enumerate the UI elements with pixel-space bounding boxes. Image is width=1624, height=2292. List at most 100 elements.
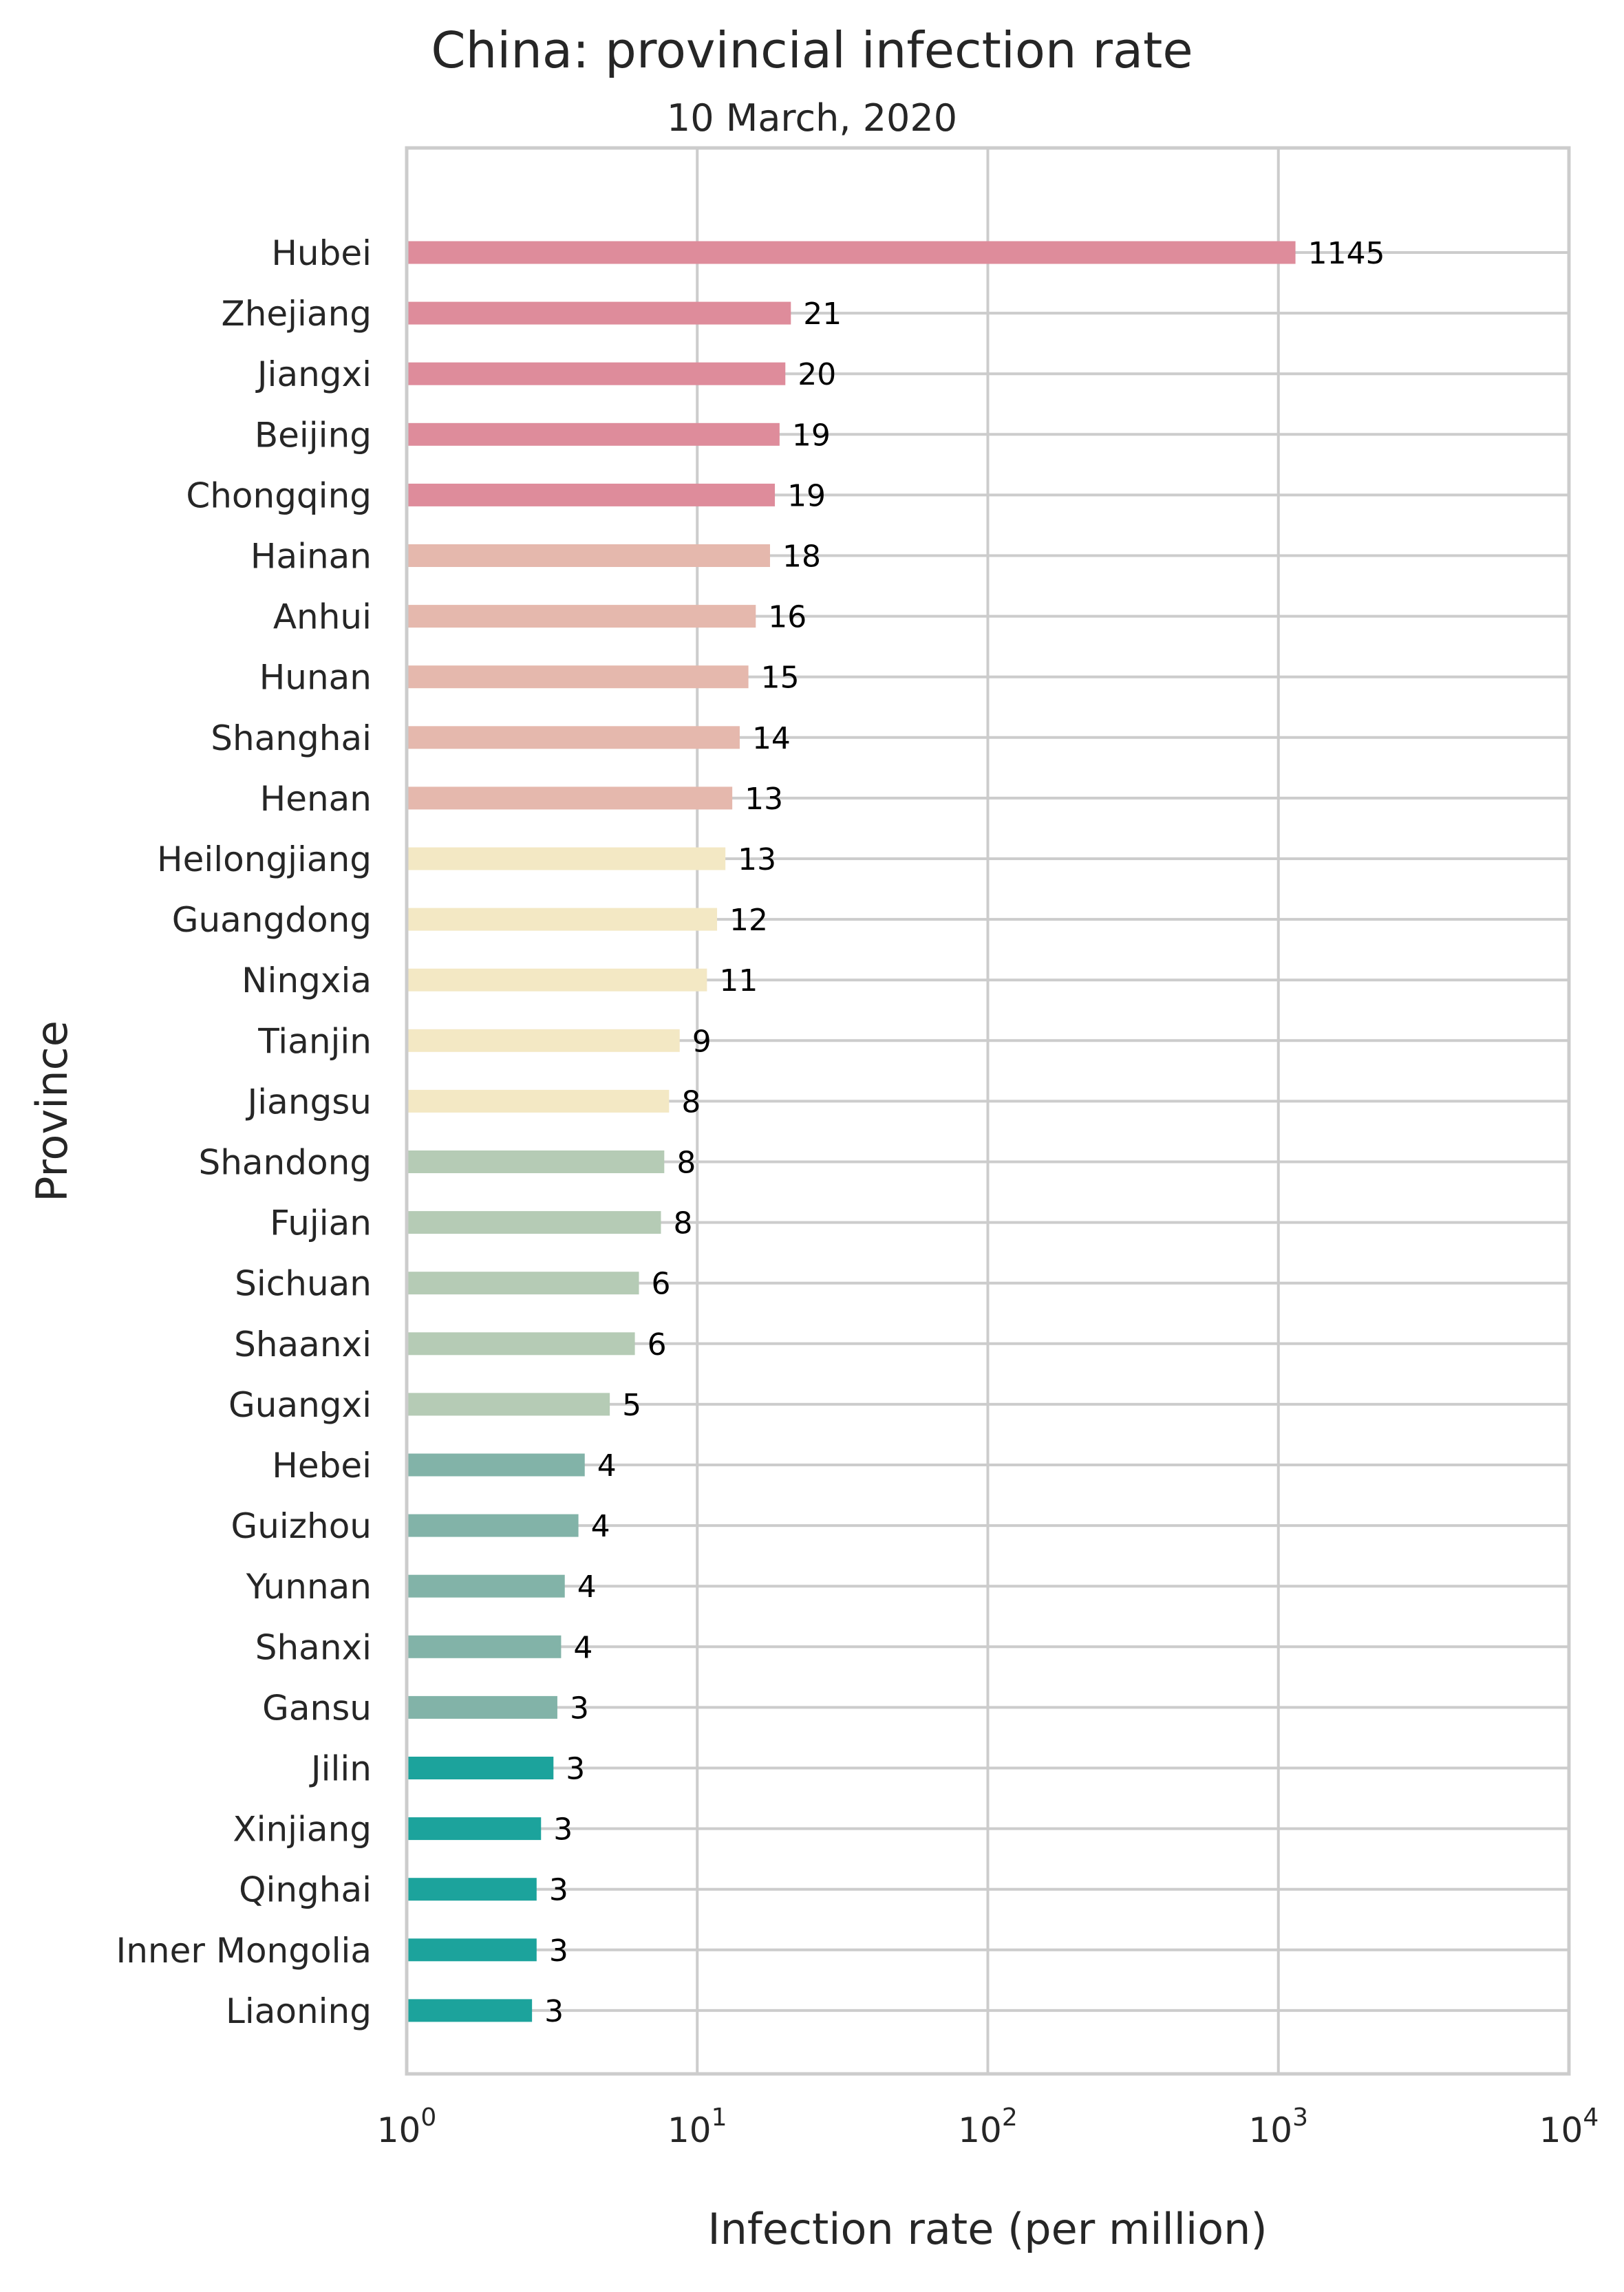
value-label: 18 [782, 539, 821, 575]
bar [407, 1514, 579, 1537]
plot-frame [405, 146, 1571, 2076]
x-tick-label: 103 [1248, 2103, 1308, 2150]
bar [407, 968, 707, 992]
bar [407, 605, 756, 628]
bar [407, 544, 770, 567]
value-label: 9 [692, 1024, 712, 1059]
value-label: 4 [591, 1509, 610, 1544]
value-label: 3 [553, 1812, 573, 1847]
y-tick-label: Hebei [272, 1446, 372, 1486]
value-label: 11 [719, 963, 758, 998]
bar [407, 1029, 680, 1052]
bar [407, 1272, 639, 1295]
value-label: 13 [738, 842, 776, 877]
value-label: 13 [745, 782, 783, 817]
bar [407, 1757, 554, 1779]
bar [407, 726, 740, 749]
value-label: 3 [549, 1934, 568, 1969]
value-label: 4 [597, 1448, 617, 1484]
x-axis-label: Infection rate (per million) [707, 2204, 1267, 2254]
y-tick-label: Jiangxi [255, 354, 372, 394]
y-tick-label: Guizhou [231, 1506, 372, 1546]
value-label: 19 [787, 478, 826, 513]
y-tick-label: Hubei [271, 233, 372, 273]
y-tick-label: Hainan [250, 537, 372, 577]
bar [407, 483, 776, 506]
bar [407, 1938, 537, 1962]
y-tick-labels: Hubei Zhejiang Jiangxi Beijing Chongqing Hain… [116, 233, 372, 2031]
y-tick-label: Shandong [198, 1143, 372, 1183]
x-tick-labels: 100 101 102 103 104 [377, 2103, 1599, 2150]
bar [407, 241, 1296, 264]
y-tick-label: Heilongjiang [157, 839, 372, 879]
y-tick-label: Hunan [259, 658, 372, 698]
bar [407, 1574, 565, 1598]
y-tick-label: Anhui [273, 597, 372, 637]
value-label: 4 [577, 1570, 597, 1605]
value-label: 14 [752, 721, 791, 756]
y-tick-label: Sichuan [235, 1264, 372, 1304]
bar [407, 1393, 610, 1416]
x-tick-label: 101 [667, 2103, 727, 2150]
y-tick-label: Shaanxi [234, 1325, 372, 1364]
value-label: 3 [549, 1873, 568, 1908]
chart-title: China: provincial infection rate [431, 21, 1193, 79]
value-label: 12 [729, 903, 768, 938]
y-tick-label: Chongqing [186, 475, 372, 515]
bar [407, 362, 786, 385]
bar [407, 422, 780, 446]
value-label: 3 [566, 1752, 585, 1787]
bar [407, 1332, 635, 1356]
bar [407, 301, 791, 325]
y-tick-label: Beijing [255, 415, 372, 455]
value-label: 15 [761, 661, 800, 696]
bar [407, 1635, 562, 1658]
value-label: 6 [648, 1327, 667, 1362]
bar [407, 665, 749, 689]
bar [407, 908, 718, 931]
value-label: 5 [622, 1388, 641, 1423]
bar [407, 1878, 537, 1901]
bar [407, 1999, 533, 2022]
y-tick-label: Liaoning [226, 1991, 372, 2031]
bar [407, 786, 733, 810]
bar [407, 1089, 670, 1113]
y-tick-label: Qinghai [239, 1870, 372, 1910]
value-label: 21 [803, 297, 842, 332]
value-labels: 1145212019191816151413131211988866544443… [544, 236, 1385, 2029]
value-label: 20 [798, 357, 836, 392]
bars [407, 241, 1296, 2022]
y-tick-label: Tianjin [257, 1021, 372, 1061]
value-label: 3 [570, 1691, 589, 1726]
y-tick-label: Zhejiang [221, 294, 372, 334]
y-axis-label: Province [27, 1020, 77, 1202]
x-tick-label: 102 [958, 2103, 1018, 2150]
value-label: 8 [681, 1084, 701, 1120]
value-label: 6 [652, 1267, 671, 1302]
y-tick-label: Yunnan [246, 1567, 372, 1607]
bar [407, 1695, 557, 1719]
value-label: 8 [673, 1206, 692, 1241]
value-label: 16 [768, 600, 806, 635]
value-label: 1145 [1308, 236, 1385, 271]
value-label: 4 [573, 1630, 592, 1665]
bar [407, 1817, 542, 1841]
x-tick-label: 100 [377, 2103, 437, 2150]
value-label: 8 [676, 1146, 696, 1181]
y-tick-label: Inner Mongolia [116, 1931, 372, 1971]
y-tick-label: Guangdong [172, 900, 372, 940]
y-tick-label: Jilin [309, 1749, 372, 1789]
bar [407, 847, 726, 870]
x-tick-label: 104 [1539, 2103, 1599, 2150]
y-tick-label: Shanxi [255, 1627, 372, 1667]
y-tick-label: Gansu [262, 1688, 372, 1728]
y-tick-label: Ningxia [242, 961, 372, 1000]
y-tick-label: Xinjiang [233, 1810, 372, 1850]
bar [407, 1453, 585, 1477]
y-tick-label: Guangxi [228, 1385, 372, 1425]
y-tick-label: Jiangsu [246, 1082, 372, 1122]
bar [407, 1211, 661, 1234]
y-tick-label: Shanghai [211, 718, 372, 758]
value-label: 3 [544, 1994, 564, 2029]
